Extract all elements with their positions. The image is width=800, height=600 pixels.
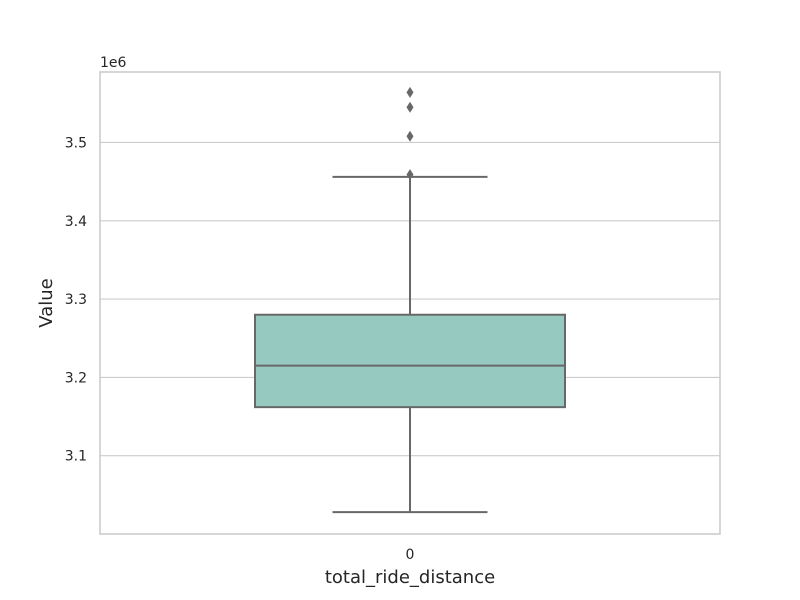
- x-tick-labels: 0: [406, 547, 415, 563]
- y-axis-title: Value: [36, 278, 57, 327]
- y-tick-label: 3.5: [65, 135, 87, 151]
- box-group: [254, 86, 566, 514]
- y-tick-label: 3.1: [65, 449, 87, 465]
- x-axis-title: total_ride_distance: [325, 567, 495, 588]
- iqr-box: [254, 313, 566, 409]
- y-tick-label: 3.4: [65, 214, 87, 230]
- outlier-point: [406, 101, 414, 113]
- y-tick-label: 3.3: [65, 292, 87, 308]
- y-tick-labels: 3.1 3.2 3.3 3.4 3.5: [65, 135, 87, 464]
- y-axis-offset-label: 1e6: [100, 55, 127, 71]
- outlier-point: [406, 169, 414, 181]
- outlier-point: [406, 86, 414, 98]
- y-tick-label: 3.2: [65, 370, 87, 386]
- x-tick-label: 0: [406, 547, 415, 563]
- plot-frame: [99, 71, 721, 535]
- outlier-point: [406, 130, 414, 142]
